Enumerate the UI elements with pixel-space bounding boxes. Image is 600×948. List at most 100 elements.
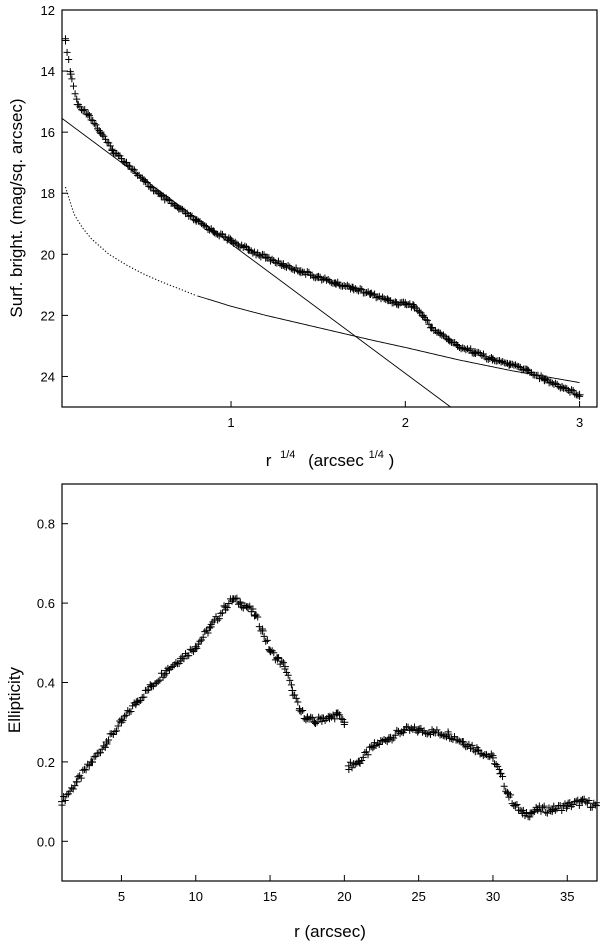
ellipticity-profile-marker — [121, 713, 128, 720]
observed-profile-marker — [105, 139, 112, 146]
bottom-x-tick-label: 20 — [337, 889, 351, 904]
observed-profile-marker — [104, 139, 111, 146]
ellipticity-profile-marker — [497, 770, 504, 777]
ellipticity-profile-marker — [493, 761, 500, 768]
observed-profile-marker — [68, 75, 75, 82]
ellipticity-profile-point — [288, 686, 296, 694]
observed-profile-marker — [70, 83, 77, 90]
observed-profile-marker — [384, 295, 391, 302]
observed-profile-marker — [499, 358, 506, 365]
observed-profile-marker — [92, 121, 99, 128]
ellipticity-profile-marker — [294, 699, 301, 706]
ellipticity-profile-marker — [243, 603, 250, 610]
ellipticity-profile-marker — [537, 808, 544, 815]
ellipticity-profile-marker — [137, 697, 144, 704]
top-x-tick-label: 1 — [227, 415, 234, 430]
observed-profile-marker — [237, 243, 244, 250]
ellipticity-profile-marker — [201, 628, 208, 635]
ellipticity-profile-marker — [542, 809, 549, 816]
bottom-y-tick-label: 0.2 — [37, 755, 55, 770]
observed-profile-marker — [498, 359, 505, 366]
ellipticity-profile-marker — [127, 708, 134, 715]
observed-profile-marker — [64, 49, 71, 56]
observed-profile-marker — [363, 289, 370, 296]
observed-profile-marker — [102, 136, 109, 143]
top-y-tick-label: 22 — [41, 308, 55, 323]
ellipticity-profile-marker — [345, 766, 352, 773]
bottom-y-axis-title: Ellipticity — [5, 666, 24, 733]
observed-profile-marker — [552, 380, 559, 387]
observed-profile-marker — [475, 349, 482, 356]
observed-profile-marker — [72, 90, 79, 97]
ellipticity-profile-marker — [102, 744, 109, 751]
ellipticity-profile-marker — [577, 797, 584, 804]
observed-profile-marker — [297, 269, 304, 276]
ellipticity-profile-marker — [233, 595, 240, 602]
observed-profile-marker — [462, 346, 469, 353]
bottom-x-tick-label: 30 — [486, 889, 500, 904]
ellipticity-profile-marker — [416, 725, 423, 732]
observed-profile-marker — [88, 116, 95, 123]
top-x-axis-sup: 1/4 — [280, 449, 295, 461]
observed-profile-marker — [65, 56, 72, 63]
ellipticity-profile-marker — [116, 718, 123, 725]
ellipticity-profile-marker — [280, 659, 287, 666]
ellipticity-profile-marker — [123, 712, 130, 719]
ellipticity-profile-marker — [513, 801, 520, 808]
ellipticity-profile-marker — [501, 783, 508, 790]
ellipticity-profile-marker — [349, 764, 356, 771]
ellipticity-profile-marker — [296, 705, 303, 712]
ellipticity-profile-marker — [338, 715, 345, 722]
plot-frame-bottom — [62, 484, 597, 881]
observed-profile-marker — [325, 276, 332, 283]
ellipticity-profile-marker — [110, 731, 117, 738]
ellipticity-profile-marker — [216, 615, 223, 622]
ellipticity-profile-marker — [99, 746, 106, 753]
top-y-tick-label: 18 — [41, 186, 55, 201]
ellipticity-profile-marker — [257, 627, 264, 634]
observed-profile-marker — [89, 117, 96, 124]
observed-profile-marker — [424, 317, 431, 324]
top-x-axis-close: ) — [389, 451, 395, 470]
observed-profile-marker — [478, 352, 485, 359]
bottom-x-axis-title: r (arcsec) — [294, 922, 366, 941]
ellipticity-profile-marker — [59, 802, 66, 809]
observed-profile-marker — [84, 111, 91, 118]
ellipticity-profile-marker — [97, 749, 104, 756]
observed-profile-marker — [62, 35, 69, 42]
observed-profile-marker — [246, 247, 253, 254]
ellipticity-profile-marker — [62, 797, 69, 804]
top-y-axis-title: Surf. bright. (mag/sq. arcsec) — [7, 98, 26, 317]
ellipticity-profile-marker — [315, 714, 322, 721]
bottom-y-tick-label: 0.8 — [37, 517, 55, 532]
observed-profile-marker — [285, 262, 292, 269]
plot-frame-top — [62, 10, 597, 407]
observed-profile-marker — [416, 308, 423, 315]
ellipticity-profile-marker — [286, 677, 293, 684]
bottom-x-tick-label: 35 — [560, 889, 574, 904]
ellipticity-profile-marker — [301, 715, 308, 722]
bottom-data-marks — [58, 595, 600, 821]
ellipticity-profile-marker — [262, 638, 269, 645]
top-y-tick-label: 20 — [41, 247, 55, 262]
ellipticity-profile-marker — [213, 613, 220, 620]
observed-profile-marker — [83, 111, 90, 118]
ellipticity-profile-marker — [526, 813, 533, 820]
top-y-tick-label: 24 — [41, 369, 55, 384]
ellipticity-profile-marker — [119, 717, 126, 724]
ellipticity-profile-marker — [541, 803, 548, 810]
observed-profile-marker — [574, 392, 581, 399]
observed-profile-marker — [570, 387, 577, 394]
top-x-axis-base: r — [266, 451, 272, 470]
ellipticity-profile-marker — [552, 807, 559, 814]
observed-profile-marker — [241, 243, 248, 250]
ellipticity-profile-marker — [253, 612, 260, 619]
ellipticity-profile-marker — [261, 633, 268, 640]
top-y-tick-label: 16 — [41, 125, 55, 140]
ellipticity-profile-marker — [147, 681, 154, 688]
bottom-x-tick-label: 10 — [189, 889, 203, 904]
ellipticity-profile-marker — [293, 695, 300, 702]
ellipticity-profile-marker — [140, 694, 147, 701]
